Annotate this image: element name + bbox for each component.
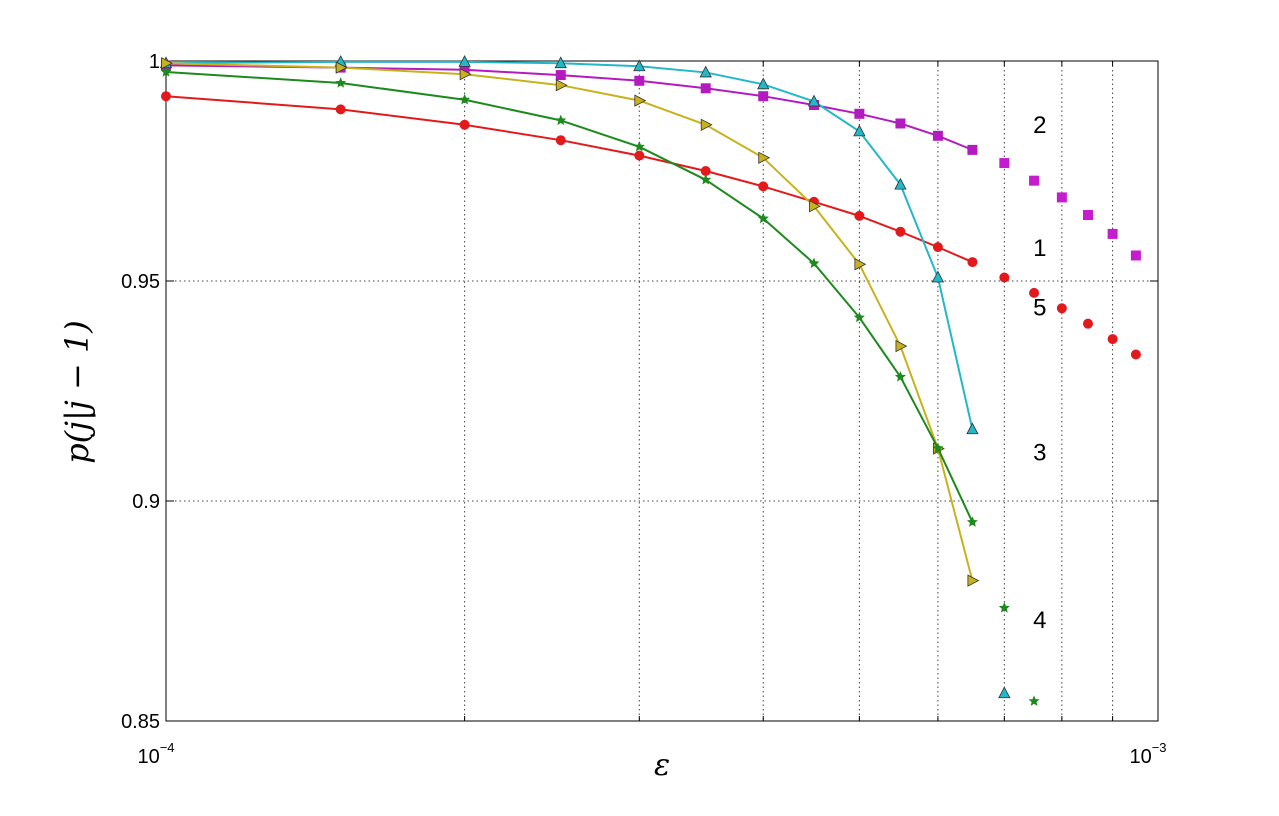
data-point-square — [1082, 210, 1093, 220]
data-point-circle — [459, 119, 470, 130]
data-point-star — [998, 602, 1010, 613]
data-point-square — [1029, 175, 1040, 186]
data-point-circle — [1082, 318, 1093, 329]
data-point-circle — [335, 104, 346, 115]
data-point-star — [700, 174, 712, 185]
data-point-square — [758, 91, 769, 102]
x-axis-label: ε — [654, 748, 670, 783]
data-point-circle — [854, 210, 865, 221]
data-point-triangle — [853, 124, 866, 137]
series — [998, 686, 1011, 699]
data-point-square — [999, 158, 1010, 169]
data-point-triangle — [931, 270, 945, 283]
plot-frame — [165, 60, 1159, 722]
data-point-triangle — [633, 59, 646, 72]
y-axis-label: p(j|j − 1) — [58, 320, 96, 464]
data-point-circle — [895, 226, 906, 237]
data-point-triangle-right — [895, 339, 908, 353]
data-point-star — [459, 93, 471, 105]
data-point-star — [808, 257, 820, 269]
data-series — [159, 55, 1141, 706]
data-point-triangle — [554, 56, 567, 69]
data-point-star — [894, 371, 906, 382]
data-point-star — [932, 442, 944, 453]
data-point-circle — [932, 242, 943, 253]
data-point-triangle-right — [335, 61, 348, 74]
data-point-triangle — [699, 65, 712, 78]
y-tick-label: 0.95 — [121, 271, 160, 293]
curve-labels: 1 2 3 4 5 — [1033, 112, 1046, 634]
series-line — [165, 60, 974, 430]
data-point-square — [1107, 228, 1118, 239]
data-point-triangle — [998, 686, 1011, 699]
data-point-circle — [1107, 334, 1118, 345]
x-tick-label: 10−4 — [137, 740, 174, 768]
data-point-triangle-right — [758, 151, 771, 164]
data-point-square — [1130, 250, 1141, 261]
data-point-star — [757, 212, 769, 224]
data-point-square — [895, 118, 906, 129]
curve-label: 1 — [1033, 235, 1046, 262]
data-point-square — [1056, 192, 1067, 203]
data-point-star — [633, 141, 645, 152]
series — [998, 602, 1040, 706]
data-point-triangle-right — [634, 94, 647, 107]
data-point-triangle-right — [700, 118, 713, 131]
data-point-circle — [1056, 303, 1067, 314]
data-point-triangle — [807, 94, 821, 107]
data-point-square — [700, 83, 711, 94]
data-point-star — [335, 77, 347, 88]
data-point-circle — [555, 135, 566, 146]
series — [161, 91, 978, 268]
series — [161, 60, 978, 155]
data-point-star — [160, 66, 172, 77]
data-point-triangle-right — [459, 68, 472, 81]
data-point-circle — [967, 257, 978, 268]
series-line — [165, 64, 973, 151]
data-point-triangle-right — [555, 79, 568, 92]
grid — [166, 61, 1158, 721]
curve-label: 2 — [1033, 112, 1046, 139]
data-point-star — [966, 516, 978, 527]
data-point-triangle-right — [967, 574, 980, 587]
series — [999, 158, 1141, 261]
x-tick-label: 10−3 — [1129, 740, 1166, 768]
data-point-triangle-right — [809, 200, 821, 213]
data-point-square — [967, 144, 978, 155]
y-tick-label: 0.9 — [132, 491, 160, 513]
data-point-star — [1028, 695, 1040, 706]
data-point-square — [555, 70, 566, 81]
data-point-circle — [634, 150, 645, 161]
series — [999, 272, 1141, 360]
series-line — [165, 62, 974, 581]
data-point-triangle — [458, 55, 471, 67]
y-tick-label: 1 — [149, 51, 160, 73]
data-point-triangle — [966, 422, 979, 435]
data-point-triangle-right — [854, 258, 867, 271]
series — [161, 57, 980, 587]
y-tick-label: 0.85 — [121, 711, 160, 733]
data-point-triangle — [757, 77, 770, 90]
data-point-circle — [999, 272, 1010, 283]
axis-ticks: 0.85 0.9 0.95 1 10−4 10−3 — [121, 51, 1166, 768]
curve-label: 5 — [1033, 294, 1046, 321]
curve-label: 4 — [1033, 607, 1046, 634]
data-point-triangle-right — [161, 57, 173, 70]
data-point-circle — [1029, 287, 1040, 298]
data-point-star — [555, 114, 567, 126]
data-point-triangle — [894, 177, 907, 190]
data-point-circle — [758, 181, 769, 192]
series — [160, 66, 978, 527]
data-point-circle — [1130, 349, 1141, 360]
data-point-square — [854, 108, 865, 119]
series-line — [165, 95, 973, 263]
curve-label: 3 — [1033, 440, 1046, 467]
series-line — [165, 71, 974, 523]
data-point-square — [634, 75, 645, 86]
data-point-square — [932, 130, 943, 141]
data-point-circle — [161, 91, 171, 102]
data-point-star — [853, 311, 865, 323]
